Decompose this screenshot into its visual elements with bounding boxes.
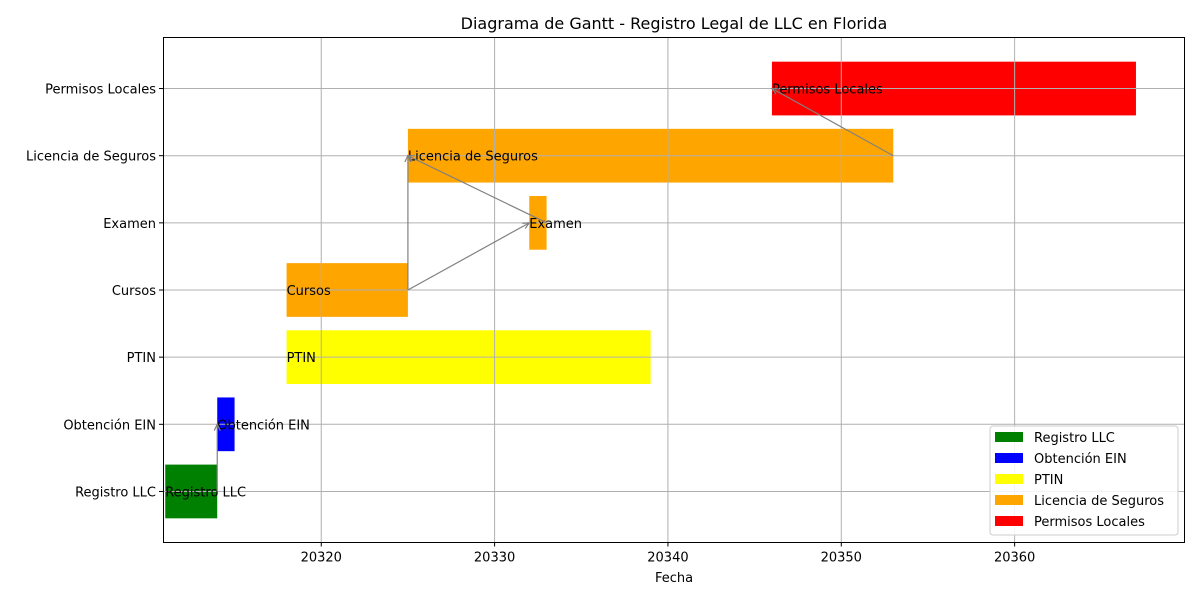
legend-swatch: [995, 516, 1023, 526]
legend-label: Obtención EIN: [1034, 452, 1127, 467]
x-tick-label: 20360: [994, 551, 1035, 566]
bar-label: Licencia de Seguros: [408, 150, 538, 165]
x-tick-label: 20340: [647, 551, 688, 566]
bar-label: Registro LLC: [165, 485, 246, 500]
dependency-arrow: [406, 155, 547, 224]
legend-label: Registro LLC: [1034, 431, 1115, 446]
dependency-arrow: [213, 422, 221, 492]
legend-label: Permisos Locales: [1034, 515, 1145, 530]
chart-title: Diagrama de Gantt - Registro Legal de LL…: [461, 14, 888, 33]
dependency-arrow: [407, 222, 531, 291]
x-axis-label: Fecha: [655, 571, 693, 586]
legend-swatch: [995, 453, 1023, 463]
y-tick-label: Registro LLC: [75, 485, 156, 500]
bar-label: Examen: [529, 217, 582, 232]
legend-swatch: [995, 495, 1023, 505]
bar-label: Obtención EIN: [217, 418, 310, 433]
x-tick-label: 20320: [301, 551, 342, 566]
y-tick-label: PTIN: [127, 351, 156, 366]
legend-swatch: [995, 474, 1023, 484]
y-tick-label: Cursos: [112, 284, 156, 299]
legend: [989, 425, 1179, 536]
bar-label: Cursos: [287, 284, 331, 299]
legend-label: Licencia de Seguros: [1034, 494, 1164, 509]
bar-label: PTIN: [287, 351, 316, 366]
y-tick-label: Permisos Locales: [45, 83, 156, 98]
legend-label: PTIN: [1034, 473, 1063, 488]
y-tick-label: Licencia de Seguros: [26, 150, 156, 165]
dependency-arrow: [770, 87, 894, 157]
y-tick-label: Examen: [103, 217, 156, 232]
x-tick-label: 20350: [821, 551, 862, 566]
legend-swatch: [995, 432, 1023, 442]
y-tick-label: Obtención EIN: [63, 418, 156, 433]
x-tick-label: 20330: [474, 551, 515, 566]
bar-label: Permisos Locales: [772, 83, 883, 98]
